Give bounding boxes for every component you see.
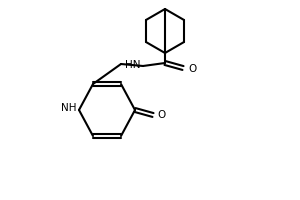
Text: O: O bbox=[188, 64, 196, 74]
Text: NH: NH bbox=[61, 103, 76, 113]
Text: O: O bbox=[157, 110, 165, 120]
Text: HN: HN bbox=[125, 60, 141, 70]
